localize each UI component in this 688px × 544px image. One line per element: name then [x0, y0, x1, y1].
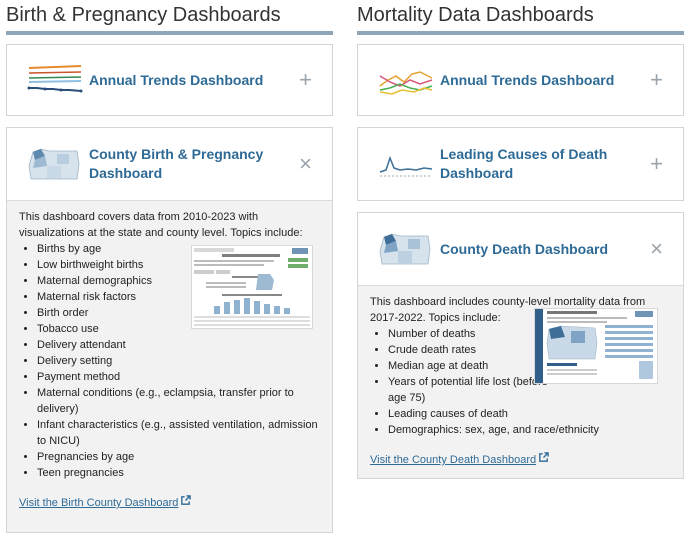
list-item: Pregnancies by age: [37, 449, 320, 465]
list-item: Crude death rates: [388, 342, 551, 358]
close-x-icon[interactable]: ×: [299, 151, 312, 176]
expand-plus-icon[interactable]: +: [299, 67, 312, 92]
dashboard-preview-image: [534, 308, 658, 384]
section-title: Mortality Data Dashboards: [357, 4, 594, 26]
card-title[interactable]: County Death Dashboard: [440, 240, 609, 257]
card-header[interactable]: County Death Dashboard ×: [358, 213, 683, 285]
card-title[interactable]: Annual Trends Dashboard: [89, 71, 264, 88]
list-item: Years of potential life lost (before age…: [388, 374, 551, 406]
card-title[interactable]: County Birth & Pregnancy Dashboard: [89, 146, 264, 181]
expand-plus-icon[interactable]: +: [650, 151, 663, 176]
dashboard-preview-image: [191, 245, 313, 329]
card-title[interactable]: Leading Causes of Death Dashboard: [440, 146, 608, 181]
card-intro: This dashboard includes county-level mor…: [370, 296, 646, 324]
external-link-icon: [180, 495, 192, 511]
line-chart-icon: [378, 146, 434, 182]
list-item: Delivery attendant: [37, 337, 320, 353]
topic-list: Births by age Low birthweight births Mat…: [19, 241, 320, 481]
link-text[interactable]: Visit the County Death Dashboard: [370, 454, 537, 466]
list-item: Payment method: [37, 369, 320, 385]
list-item: Delivery setting: [37, 353, 320, 369]
card-body: This dashboard includes county-level mor…: [358, 285, 683, 478]
trend-lines-icon: [378, 62, 434, 98]
trend-lines-icon: [27, 62, 83, 98]
death-dashboard-link[interactable]: Visit the County Death Dashboard: [370, 452, 549, 468]
external-link-icon: [538, 452, 549, 468]
list-item: Demographics: sex, age, and race/ethnici…: [388, 422, 671, 438]
oregon-map-icon: [378, 231, 434, 267]
section-title: Birth & Pregnancy Dashboards: [6, 4, 281, 26]
birth-dashboard-link[interactable]: Visit the Birth County Dashboard: [19, 495, 192, 511]
list-item: Maternal risk factors: [37, 289, 320, 305]
list-item: Infant characteristics (e.g., assisted v…: [37, 417, 320, 449]
link-text[interactable]: Visit the Birth County Dashboard: [19, 497, 179, 509]
list-item: Maternal conditions (e.g., eclampsia, tr…: [37, 385, 320, 417]
section-rule: [357, 31, 684, 35]
list-item: Teen pregnancies: [37, 465, 320, 481]
card-intro: This dashboard covers data from 2010-202…: [19, 211, 303, 239]
list-item: Number of deaths: [388, 326, 551, 342]
county-death-card: County Death Dashboard × This dashboard …: [357, 212, 684, 479]
list-item: Median age at death: [388, 358, 551, 374]
birth-annual-trends-card: Annual Trends Dashboard +: [6, 44, 333, 116]
topic-list: Number of deaths Crude death rates Media…: [370, 326, 599, 438]
list-item: Birth order: [37, 305, 320, 321]
oregon-map-icon: [27, 146, 83, 182]
card-header[interactable]: County Birth & Pregnancy Dashboard ×: [7, 128, 332, 200]
list-item: Low birthweight births: [37, 257, 320, 273]
card-header[interactable]: Leading Causes of Death Dashboard +: [358, 128, 683, 200]
card-body: This dashboard covers data from 2010-202…: [7, 200, 332, 532]
card-title[interactable]: Annual Trends Dashboard: [440, 71, 615, 88]
county-birth-pregnancy-card: County Birth & Pregnancy Dashboard × Thi…: [6, 127, 333, 533]
section-rule: [6, 31, 333, 35]
mortality-section: Mortality Data Dashboards Annual Trends …: [357, 0, 684, 490]
mortality-annual-trends-card: Annual Trends Dashboard +: [357, 44, 684, 116]
list-item: Births by age: [37, 241, 320, 257]
close-x-icon[interactable]: ×: [650, 236, 663, 261]
list-item: Leading causes of death: [388, 406, 671, 422]
expand-plus-icon[interactable]: +: [650, 67, 663, 92]
birth-pregnancy-section: Birth & Pregnancy Dashboards Annual Tren…: [6, 0, 333, 544]
leading-causes-card: Leading Causes of Death Dashboard +: [357, 127, 684, 201]
card-header[interactable]: Annual Trends Dashboard +: [7, 45, 332, 115]
card-header[interactable]: Annual Trends Dashboard +: [358, 45, 683, 115]
list-item: Maternal demographics: [37, 273, 320, 289]
list-item: Tobacco use: [37, 321, 320, 337]
